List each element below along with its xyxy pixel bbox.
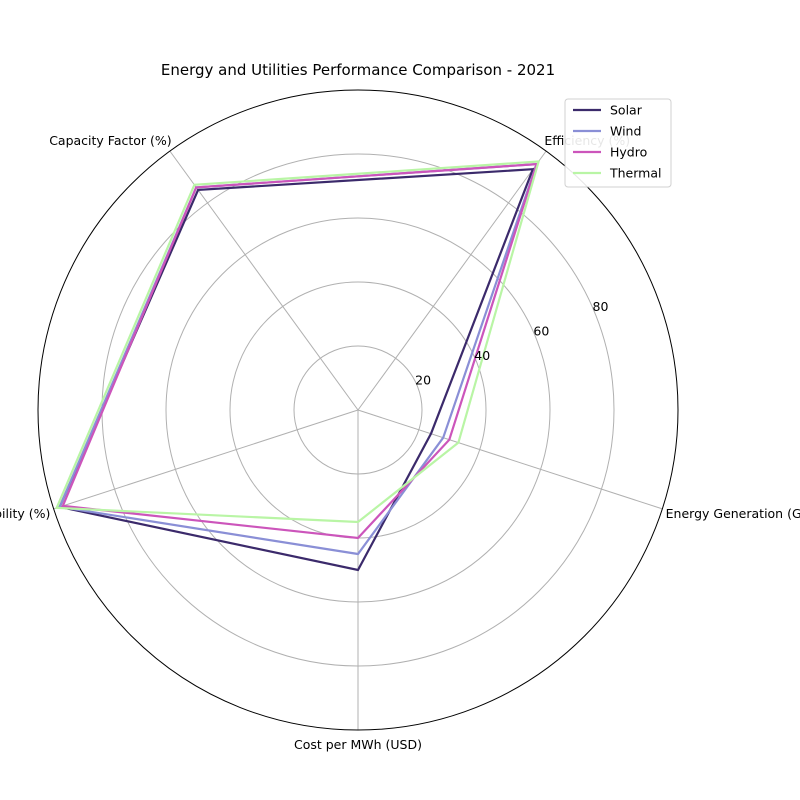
axis-label: Availability (%) bbox=[0, 506, 50, 521]
radial-tick-label: 40 bbox=[474, 348, 490, 363]
series-line-hydro bbox=[61, 162, 539, 540]
grid-spoke bbox=[357, 150, 547, 411]
legend-label: Hydro bbox=[610, 145, 647, 160]
legend-label: Thermal bbox=[609, 166, 661, 181]
axis-label: Capacity Factor (%) bbox=[49, 133, 171, 148]
axis-label: Energy Generation (GWh) bbox=[666, 506, 800, 521]
chart-title: Energy and Utilities Performance Compari… bbox=[161, 61, 555, 79]
radial-tick-label: 60 bbox=[533, 324, 549, 339]
radial-tick-label: 80 bbox=[593, 299, 609, 314]
radial-tick-label: 20 bbox=[415, 373, 431, 388]
grid-spoke bbox=[357, 409, 663, 510]
legend-label: Solar bbox=[610, 103, 643, 118]
series-line-thermal bbox=[55, 160, 541, 524]
legend-box bbox=[564, 98, 672, 188]
grid-spoke bbox=[53, 409, 359, 510]
grid-spoke bbox=[169, 150, 359, 411]
legend: Solar Wind Hydro Thermal bbox=[564, 98, 672, 188]
axis-label: Cost per MWh (USD) bbox=[294, 737, 422, 752]
series-line-wind bbox=[58, 162, 539, 556]
series-line-solar bbox=[58, 167, 535, 572]
outer-frame bbox=[37, 89, 679, 731]
legend-label: Wind bbox=[610, 124, 641, 139]
series-layer bbox=[55, 160, 541, 572]
